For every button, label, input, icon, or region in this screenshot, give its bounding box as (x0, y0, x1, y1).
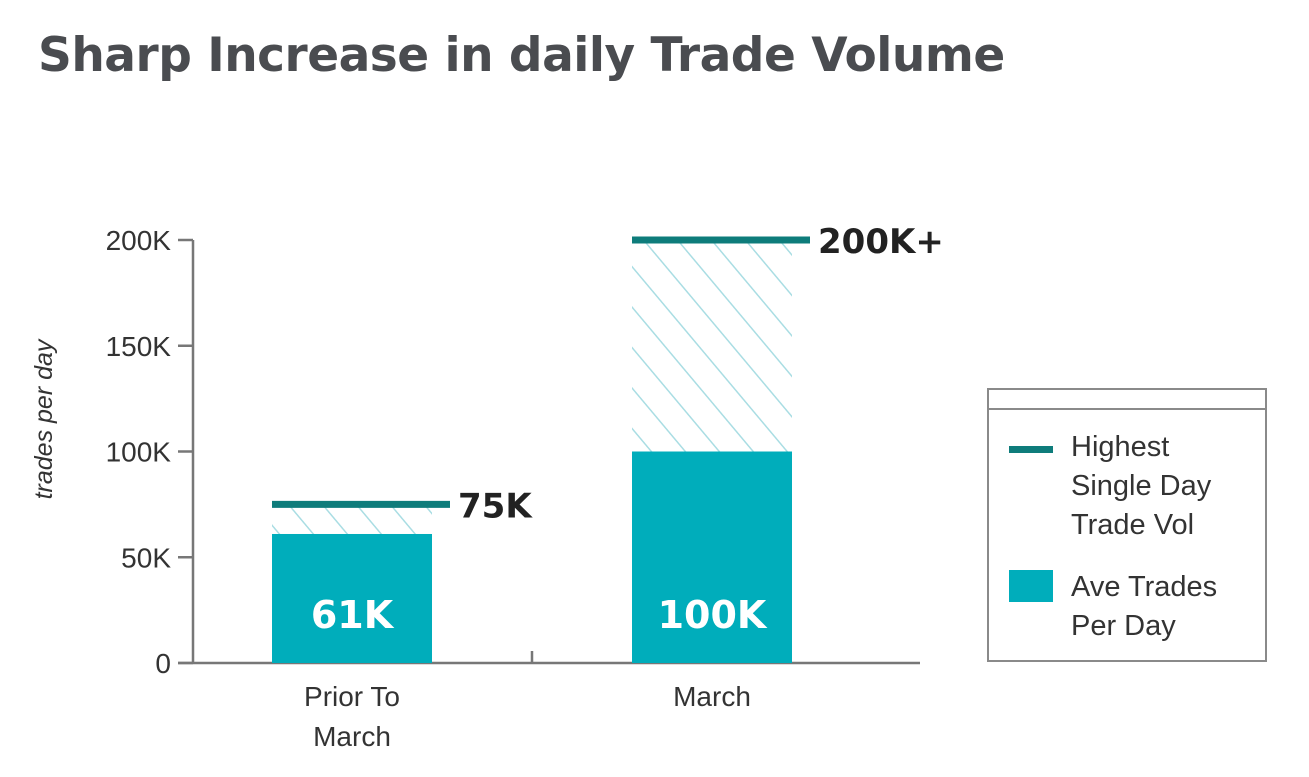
legend: Highest Single Day Trade Vol Ave Trades … (987, 388, 1267, 662)
chart-title: Sharp Increase in daily Trade Volume (38, 28, 1005, 83)
bar-value-label: 61K (311, 593, 395, 637)
legend-divider (989, 408, 1265, 410)
peak-markers (272, 236, 810, 508)
y-tick-label: 0 (155, 648, 171, 679)
peak-value-label: 75K (458, 486, 533, 526)
y-tick-label: 200K (106, 225, 172, 256)
bar-value-label: 100K (658, 593, 768, 637)
hatch-regions (272, 240, 792, 534)
bar-average (632, 451, 792, 663)
bars (272, 451, 792, 663)
y-axis-title: trades per day (30, 338, 58, 499)
y-tick-label: 50K (121, 542, 171, 573)
y-tick-label: 150K (106, 331, 172, 362)
axes: 0 50K 100K 150K 200K trades per day (30, 225, 920, 679)
legend-label-peak: Highest Single Day Trade Vol (1071, 431, 1212, 541)
y-tick-label: 100K (106, 437, 172, 468)
legend-box-swatch (1009, 570, 1053, 602)
x-category-label: Prior To (304, 681, 400, 712)
peak-value-label: 200K+ (818, 222, 944, 262)
x-category-label: March (313, 721, 391, 752)
legend-item-peak: Highest Single Day Trade Vol (1009, 428, 1246, 545)
legend-label-average: Ave Trades Per Day (1071, 571, 1218, 642)
hatch-region (632, 240, 792, 452)
bar-average (272, 533, 432, 663)
hatch-region (272, 504, 432, 534)
legend-item-average: Ave Trades Per Day (1009, 568, 1246, 646)
x-category-label: March (673, 681, 751, 712)
legend-line-swatch (1009, 446, 1053, 453)
labels: 61K 75K Prior To March 100K 200K+ March (304, 222, 944, 752)
